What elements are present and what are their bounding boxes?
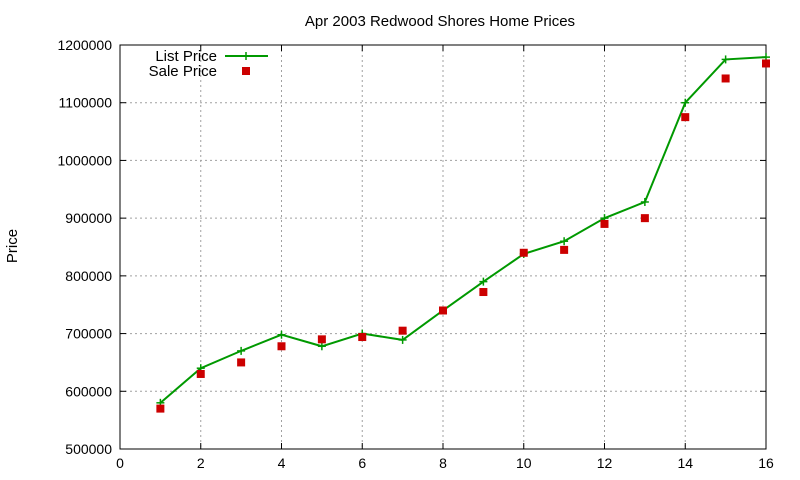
x-tick-label: 6	[358, 455, 366, 471]
x-tick-label: 16	[758, 455, 774, 471]
sale-price-point	[439, 306, 447, 315]
sale-price-point	[277, 342, 286, 351]
sale-price-point	[721, 74, 730, 83]
list-price-point	[277, 330, 286, 339]
x-tick-label: 0	[116, 455, 124, 471]
legend-swatch-sale-price	[242, 67, 250, 75]
list-price-line	[159, 56, 767, 404]
sale-price-point	[681, 113, 690, 122]
sale-price-point	[317, 335, 326, 344]
y-tick-label: 600000	[65, 383, 112, 399]
list-price-point	[721, 55, 730, 64]
x-tick-label: 8	[439, 455, 447, 471]
y-axis-label: Price	[4, 229, 21, 263]
legend-list-price-marker	[242, 52, 250, 60]
y-tick-label: 1000000	[57, 152, 112, 168]
axis-ticks: 0 2 4 6 8 10 12 14 16 500000 600000 700000 800000 900…	[57, 37, 774, 471]
sale-price-point	[640, 214, 649, 223]
data-series	[156, 53, 770, 413]
y-tick-label: 700000	[65, 326, 112, 342]
list-price-point	[681, 98, 690, 107]
sale-price-point	[237, 358, 246, 367]
chart-title: Apr 2003 Redwood Shores Home Prices	[305, 13, 575, 30]
list-price-point	[237, 346, 246, 355]
sale-price-point	[600, 219, 609, 228]
x-tick-label: 4	[278, 455, 286, 471]
y-tick-label: 500000	[65, 441, 112, 457]
sale-price-point	[196, 369, 205, 378]
sale-price-point	[479, 288, 488, 297]
legend-label-sale-price: Sale Price	[149, 63, 217, 80]
sale-price-point	[762, 59, 770, 68]
legend-label-list-price: List Price	[155, 48, 217, 65]
legend-sale-price-marker	[242, 67, 250, 75]
list-price-point	[398, 335, 407, 344]
y-tick-label: 900000	[65, 210, 112, 226]
list-price-point	[640, 197, 649, 206]
sale-price-point	[560, 245, 569, 254]
x-tick-label: 10	[516, 455, 532, 471]
list-price-point	[317, 342, 326, 351]
sale-price-point	[156, 404, 165, 413]
sale-price-point	[398, 326, 407, 335]
x-tick-label: 2	[197, 455, 205, 471]
y-tick-label: 1100000	[59, 95, 113, 111]
legend: List Price Sale Price	[149, 48, 268, 80]
sale-price-point	[519, 248, 528, 257]
list-price-point	[479, 277, 488, 286]
y-tick-label: 1200000	[57, 37, 112, 53]
grid	[120, 45, 766, 449]
x-tick-label: 14	[677, 455, 693, 471]
legend-swatch-list-price	[225, 52, 268, 60]
sale-price-point	[358, 333, 367, 342]
list-price-point	[560, 237, 569, 246]
y-tick-label: 800000	[65, 268, 112, 284]
x-tick-label: 12	[597, 455, 613, 471]
